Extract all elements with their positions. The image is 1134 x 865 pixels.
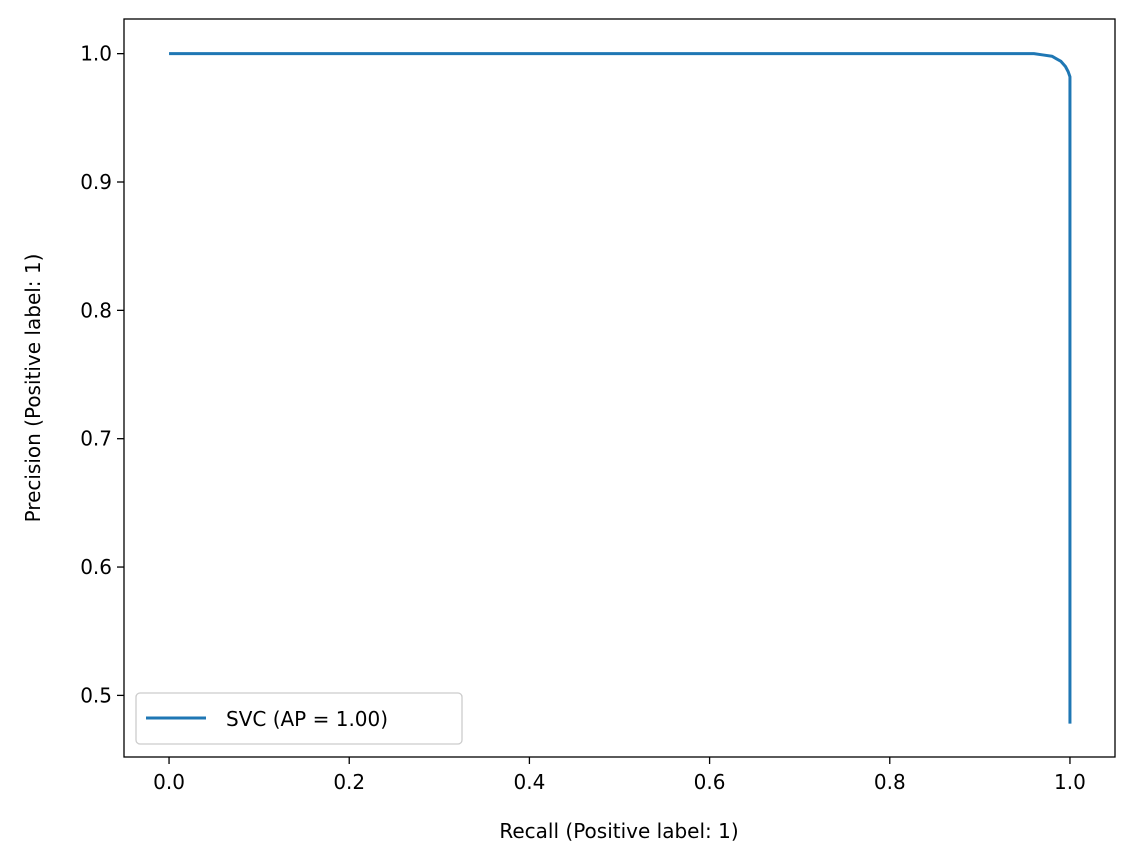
y-axis-title: Precision (Positive label: 1) — [21, 254, 45, 523]
x-tick-label: 0.4 — [514, 770, 546, 794]
legend-box — [135, 692, 463, 745]
x-tick-label: 0.0 — [153, 770, 185, 794]
legend: SVC (AP = 1.00) — [135, 692, 463, 745]
y-tick-label: 0.5 — [80, 683, 112, 707]
y-tick-label: 0.8 — [80, 298, 112, 322]
x-axis-title: Recall (Positive label: 1) — [499, 819, 738, 843]
y-tick-label: 0.7 — [80, 427, 112, 451]
y-tick-label: 0.6 — [80, 555, 112, 579]
x-tick-label: 0.8 — [874, 770, 906, 794]
y-tick-label: 0.9 — [80, 170, 112, 194]
x-tick-label: 1.0 — [1054, 770, 1086, 794]
series-line-svc — [169, 52, 1072, 724]
x-tick-label: 0.2 — [333, 770, 365, 794]
series-layer — [169, 52, 1072, 724]
y-ticks: 0.5 0.6 0.7 0.8 0.9 1.0 — [80, 42, 124, 707]
x-tick-label: 0.6 — [694, 770, 726, 794]
y-tick-label: 1.0 — [80, 42, 112, 66]
legend-label: SVC (AP = 1.00) — [226, 707, 388, 731]
x-ticks: 0.0 0.2 0.4 0.6 0.8 1.0 — [153, 757, 1086, 794]
plot-area-frame — [123, 18, 1116, 758]
